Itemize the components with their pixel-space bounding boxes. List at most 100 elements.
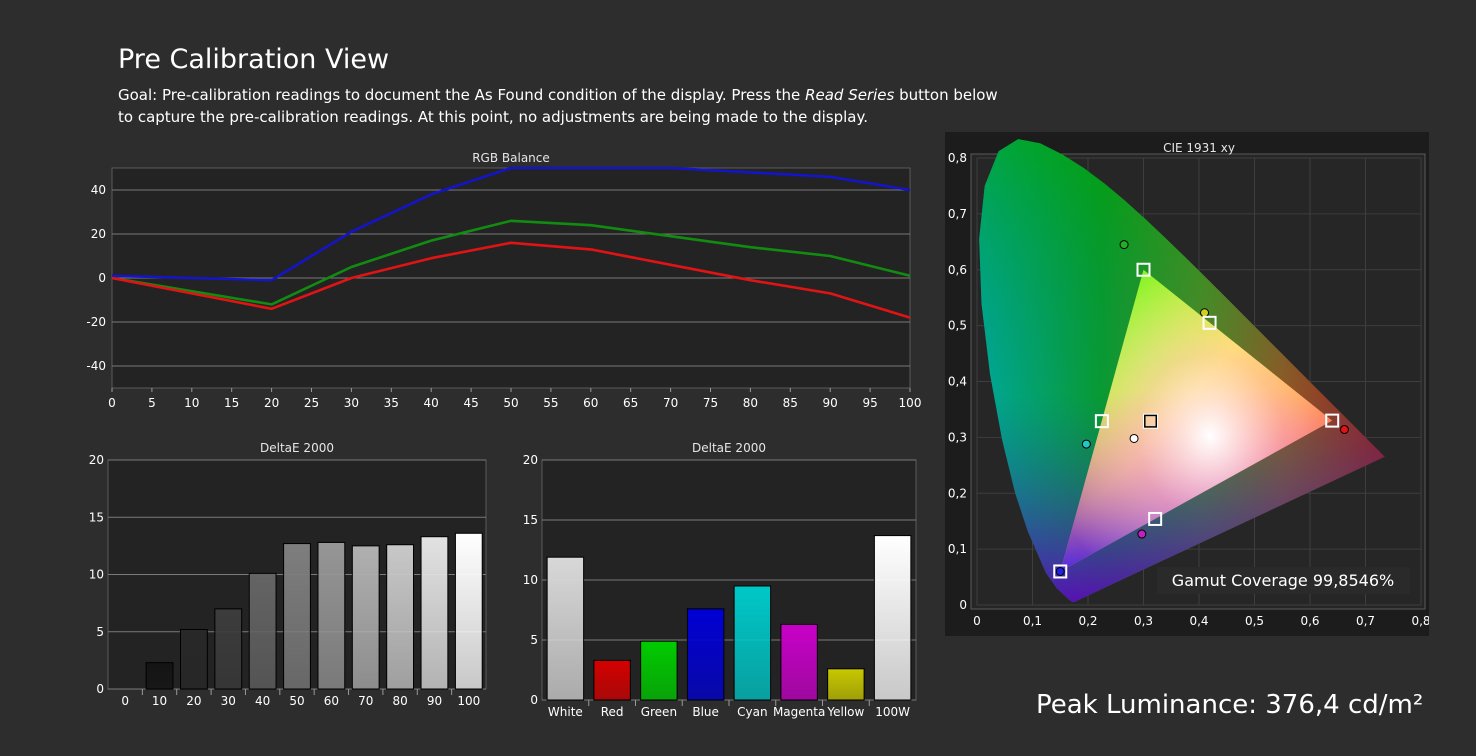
- y-tick-label: 0,1: [948, 542, 967, 556]
- bar-red: [593, 659, 631, 701]
- x-tick-label: 30: [344, 396, 359, 410]
- bar-10: [145, 662, 174, 690]
- x-tick-label: Red: [601, 705, 624, 719]
- x-tick-label: 80: [392, 694, 407, 708]
- goal-description: Goal: Pre-calibration readings to docume…: [118, 84, 998, 128]
- target-square-white-outline: [1143, 413, 1159, 429]
- rgb-balance-chart: RGB Balance -40 -20 0 20 40 0 5 10 15 20 25 30 35 40 45…: [86, 151, 921, 410]
- bar-90: [420, 536, 449, 690]
- y-tick-label: 5: [96, 625, 104, 639]
- x-tick-label: Magenta: [773, 705, 825, 719]
- target-square-blue: [1053, 564, 1068, 579]
- x-tick-label: 35: [384, 396, 399, 410]
- goal-text-start: Goal: Pre-calibration readings to docume…: [118, 86, 806, 104]
- x-tick-label: 85: [783, 396, 798, 410]
- y-tick-label: -40: [86, 359, 106, 373]
- x-tick-label: Green: [641, 705, 677, 719]
- read-series-emphasis: Read Series: [805, 86, 895, 104]
- x-tick-label: 100: [457, 694, 480, 708]
- y-tick-label: 0: [98, 271, 106, 285]
- y-tick-label: 0,8: [948, 151, 967, 165]
- x-tick-label: 50: [289, 694, 304, 708]
- chart-title: RGB Balance: [472, 151, 550, 165]
- goal-text-end: button below to capture the pre-calibrat…: [118, 86, 998, 126]
- y-tick-label: 20: [91, 227, 106, 241]
- bar-20: [180, 628, 208, 690]
- x-tick-label: 60: [324, 694, 339, 708]
- x-tick-label: 90: [427, 694, 442, 708]
- x-tick-label: 70: [358, 694, 373, 708]
- y-tick-label: 0: [959, 598, 967, 612]
- x-tick-label: 0,8: [1411, 614, 1429, 628]
- y-tick-label: 15: [523, 513, 538, 527]
- x-tick-label: White: [548, 705, 583, 719]
- measured-point-cyan: [1081, 439, 1091, 449]
- x-tick-label: 25: [304, 396, 319, 410]
- y-tick-label: 40: [91, 183, 106, 197]
- x-tick-label: 20: [186, 694, 201, 708]
- bar-white: [546, 556, 585, 701]
- chart-title: DeltaE 2000: [692, 441, 766, 455]
- y-tick-label: 0: [96, 682, 104, 696]
- x-tick-label: 30: [221, 694, 236, 708]
- y-tick-label: 20: [89, 453, 104, 467]
- measured-point-blue: [1055, 566, 1065, 576]
- x-tick-label: 0,7: [1356, 614, 1375, 628]
- bar-100: [454, 532, 483, 690]
- bar-100w: [873, 535, 912, 701]
- bar-80: [386, 544, 414, 690]
- y-tick-label: 0,4: [948, 375, 967, 389]
- measured-point-magenta: [1137, 529, 1147, 539]
- bar-blue: [686, 608, 725, 701]
- cie-1931-chart: CIE 1931 xy 0 0,1 0,2 0,3 0,4 0,5 0,6 0,7 0,8 0 0,1…: [945, 132, 1429, 636]
- x-tick-label: 20: [264, 396, 279, 410]
- x-tick-label: 0,6: [1300, 614, 1319, 628]
- x-tick-label: 45: [463, 396, 478, 410]
- x-tick-label: 40: [424, 396, 439, 410]
- bar-70: [351, 545, 380, 690]
- gamut-coverage-label: Gamut Coverage 99,8546%: [1172, 571, 1394, 590]
- bar-60: [317, 541, 346, 690]
- target-square-green: [1136, 262, 1151, 277]
- page-title: Pre Calibration View: [118, 44, 390, 75]
- gamut-coverage-box: [1157, 567, 1410, 594]
- x-tick-label: 15: [224, 396, 239, 410]
- x-tick-label: 10: [152, 694, 167, 708]
- x-tick-label: 90: [823, 396, 838, 410]
- x-tick-label: 0,5: [1245, 614, 1264, 628]
- y-tick-label: 0,6: [948, 263, 967, 277]
- x-tick-label: 0,3: [1134, 614, 1153, 628]
- target-square-red: [1325, 413, 1340, 428]
- y-tick-label: 20: [523, 453, 538, 467]
- y-tick-label: 5: [530, 633, 538, 647]
- deltae-grayscale-chart: DeltaE 2000 0 5 10 15 20 0 10 20 30 40 50 60 70 80 90 10…: [89, 441, 487, 708]
- x-tick-label: 75: [703, 396, 718, 410]
- y-tick-label: 0,2: [948, 486, 967, 500]
- peak-luminance: Peak Luminance: 376,4 cd/m²: [1036, 690, 1424, 720]
- x-tick-label: 95: [862, 396, 877, 410]
- y-tick-label: 0,5: [948, 319, 967, 333]
- target-square-magenta: [1148, 511, 1163, 526]
- x-tick-label: Yellow: [826, 705, 864, 719]
- measured-point-yellow: [1200, 308, 1210, 318]
- measured-point-green: [1119, 240, 1129, 250]
- y-tick-label: 10: [89, 568, 104, 582]
- y-tick-label: 0,7: [948, 207, 967, 221]
- chart-title: CIE 1931 xy: [1163, 141, 1235, 155]
- measured-point-red: [1339, 425, 1349, 435]
- y-tick-label: 0: [530, 693, 538, 707]
- series-line-0: [111, 166, 911, 282]
- x-tick-label: 60: [583, 396, 598, 410]
- bar-30: [214, 608, 243, 690]
- bar-40: [248, 572, 277, 690]
- x-tick-label: 0: [973, 614, 981, 628]
- bar-50: [283, 543, 311, 690]
- x-tick-label: 0,2: [1078, 614, 1097, 628]
- x-tick-label: 65: [623, 396, 638, 410]
- y-tick-label: 0,3: [948, 430, 967, 444]
- x-tick-label: 80: [743, 396, 758, 410]
- bar-yellow: [827, 668, 865, 701]
- target-square-cyan: [1094, 414, 1109, 429]
- measured-point-white: [1129, 433, 1139, 443]
- x-tick-label: Blue: [692, 705, 719, 719]
